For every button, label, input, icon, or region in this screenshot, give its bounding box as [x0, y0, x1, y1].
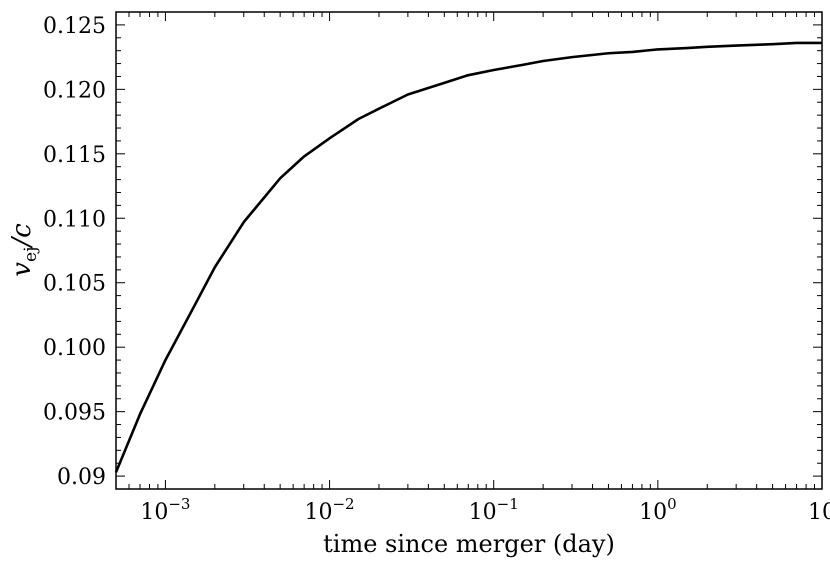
x-tick-label-exponent: 0 — [667, 495, 677, 513]
x-tick-label: 10−1 — [469, 495, 519, 525]
y-tick-label: 0.105 — [43, 272, 106, 297]
y-tick-label: 0.115 — [43, 143, 106, 168]
x-axis-label: time since merger (day) — [323, 530, 615, 558]
x-tick-label: 10−3 — [140, 495, 190, 525]
y-axis-label: vej/c — [7, 223, 41, 277]
plot-frame — [115, 11, 823, 490]
y-axis-label-sub: ej — [21, 247, 41, 262]
x-tick-label-exponent: −2 — [332, 495, 354, 513]
x-tick-labels: 10−3 10−2 10−1 100 10 — [140, 495, 830, 525]
y-tick-label: 0.120 — [43, 78, 106, 103]
x-tick-label-base: 10 — [639, 500, 667, 525]
x-tick-label-base: 10 — [304, 500, 332, 525]
x-tick-label-exponent: −1 — [497, 495, 519, 513]
y-tick-labels: 0.09 0.095 0.100 0.105 0.110 0.115 0.120 0.125 — [43, 14, 106, 490]
x-tick-label: 10 — [808, 500, 830, 525]
y-axis-label-rest: /c — [7, 223, 37, 250]
x-tick-label-base: 10 — [469, 500, 497, 525]
y-tick-label: 0.09 — [57, 465, 106, 490]
series-line — [114, 41, 822, 473]
x-tick-label: 100 — [639, 495, 677, 525]
x-tick-label-exponent: −3 — [168, 495, 190, 513]
x-tick-label: 10−2 — [304, 495, 354, 525]
y-axis-label-var: v — [7, 262, 37, 277]
axis-ticks — [115, 11, 823, 490]
y-tick-label: 0.125 — [43, 14, 106, 39]
y-tick-label: 0.095 — [43, 401, 106, 426]
y-tick-label: 0.100 — [43, 336, 106, 361]
x-tick-label-base: 10 — [808, 500, 830, 525]
x-tick-label-base: 10 — [140, 500, 168, 525]
y-tick-label: 0.110 — [43, 207, 106, 232]
